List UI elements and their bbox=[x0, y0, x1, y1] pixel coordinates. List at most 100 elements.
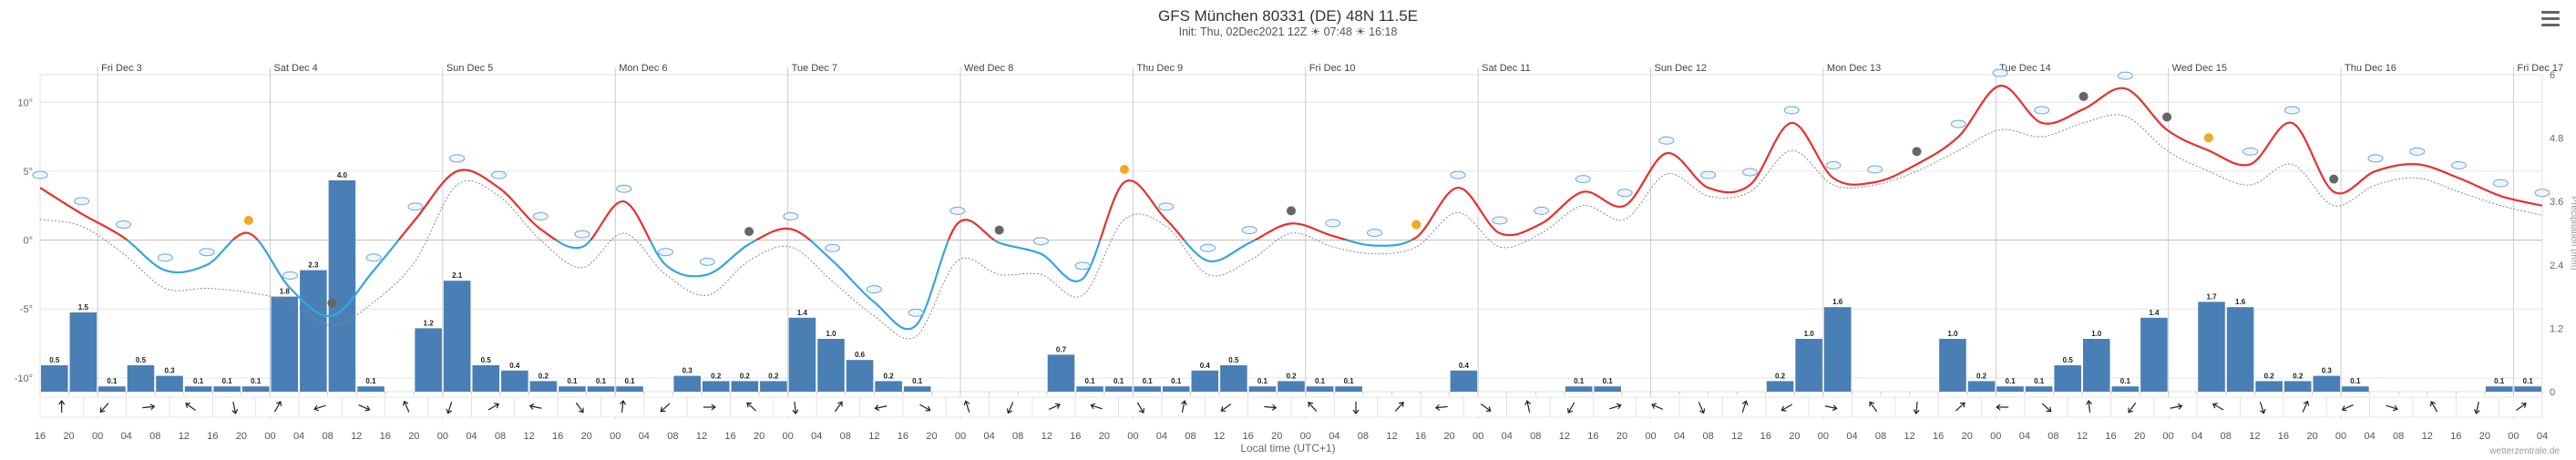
x-tick-label: 16 bbox=[35, 431, 46, 442]
x-tick-label: 12 bbox=[1559, 431, 1570, 442]
precip-bar bbox=[213, 386, 241, 392]
precip-bar bbox=[1191, 370, 1219, 392]
x-tick-label: 12 bbox=[696, 431, 707, 442]
precip-bar bbox=[69, 312, 97, 392]
precip-value-label: 1.4 bbox=[797, 309, 808, 317]
precip-value-label: 0.2 bbox=[768, 372, 779, 380]
precip-bar bbox=[1967, 381, 1996, 392]
cloud-icon bbox=[1867, 165, 1883, 174]
y2-tick-label: 6 bbox=[2550, 70, 2555, 81]
precip-value-label: 2.3 bbox=[308, 261, 319, 270]
precip-bar bbox=[529, 381, 558, 392]
cloud-icon bbox=[157, 253, 173, 262]
precip-value-label: 0.2 bbox=[1775, 372, 1786, 380]
precip-value-label: 0.1 bbox=[596, 377, 607, 385]
x-tick-label: 04 bbox=[1846, 431, 1857, 442]
precip-value-label: 0.1 bbox=[251, 377, 262, 385]
day-label: Tue Dec 7 bbox=[792, 63, 837, 74]
wind-arrow-icon bbox=[402, 400, 410, 413]
wind-arrow-icon bbox=[1394, 402, 1404, 412]
menu-icon[interactable] bbox=[2541, 11, 2560, 27]
x-tick-label: 16 bbox=[1415, 431, 1426, 442]
wind-arrow-icon bbox=[358, 404, 371, 412]
precip-value-label: 4.0 bbox=[337, 171, 348, 179]
wind-arrow-icon bbox=[2086, 400, 2092, 414]
x-tick-label: 20 bbox=[408, 431, 419, 442]
moon-icon bbox=[994, 225, 1004, 235]
x-tick-label: 20 bbox=[754, 431, 765, 442]
moon-icon bbox=[2162, 112, 2172, 122]
cloud-icon bbox=[2242, 147, 2259, 156]
cloud-icon bbox=[2409, 147, 2426, 156]
cloud-icon bbox=[1492, 216, 1508, 225]
wind-arrow-icon bbox=[1308, 402, 1318, 412]
x-tick-label: 16 bbox=[552, 431, 563, 442]
precip-bar bbox=[300, 270, 327, 392]
cloud-icon bbox=[616, 184, 632, 193]
wind-arrow-icon bbox=[620, 400, 626, 414]
precip-bar bbox=[1335, 386, 1362, 392]
wind-arrow-icon bbox=[1996, 404, 2009, 411]
x-tick-label: 04 bbox=[1329, 431, 1339, 442]
x-tick-label: 08 bbox=[323, 431, 334, 442]
wind-arrow-icon bbox=[1220, 403, 1232, 412]
x-tick-label: 08 bbox=[1012, 431, 1023, 442]
x-tick-label: 16 bbox=[724, 431, 735, 442]
precip-bar bbox=[587, 386, 615, 392]
precip-value-label: 1.4 bbox=[2149, 309, 2160, 317]
precip-bar bbox=[2198, 302, 2225, 392]
x-tick-label: 16 bbox=[898, 431, 908, 442]
x-tick-label: 00 bbox=[1473, 431, 1483, 442]
precip-bar bbox=[271, 296, 299, 392]
x-tick-label: 04 bbox=[983, 431, 994, 442]
init-time: Init: Thu, 02Dec2021 12Z bbox=[1178, 26, 1308, 38]
x-tick-label: 04 bbox=[2019, 431, 2030, 442]
precip-value-label: 0.5 bbox=[2063, 356, 2074, 364]
precip-value-label: 0.1 bbox=[1315, 377, 1326, 385]
cloud-icon bbox=[1825, 160, 1842, 169]
precip-value-label: 0.3 bbox=[2322, 367, 2333, 375]
cloud-icon bbox=[2367, 154, 2384, 163]
wind-arrow-icon bbox=[1567, 402, 1575, 414]
precip-value-label: 0.1 bbox=[193, 377, 204, 385]
precip-bar bbox=[673, 375, 701, 392]
precip-bar bbox=[1766, 381, 1794, 392]
cloud-icon bbox=[449, 154, 466, 163]
x-tick-label: 00 bbox=[1645, 431, 1656, 442]
x-tick-label: 04 bbox=[639, 431, 650, 442]
precip-value-label: 1.0 bbox=[826, 330, 836, 338]
precip-bar bbox=[1795, 339, 1822, 392]
wind-arrow-icon bbox=[2341, 404, 2354, 412]
x-tick-label: 12 bbox=[1386, 431, 1397, 442]
cloud-icon bbox=[2034, 106, 2050, 115]
x-tick-label: 04 bbox=[1674, 431, 1685, 442]
dewpoint-series-line bbox=[39, 114, 2543, 340]
x-tick-label: 20 bbox=[1962, 431, 1973, 442]
precip-value-label: 1.0 bbox=[2091, 330, 2102, 338]
precip-value-label: 1.6 bbox=[1832, 298, 1843, 306]
cloud-icon bbox=[2117, 71, 2133, 80]
wind-arrow-icon bbox=[1090, 403, 1103, 410]
precip-bar bbox=[846, 360, 874, 392]
cloud-icon bbox=[490, 170, 507, 179]
wind-arrow-icon bbox=[1698, 402, 1706, 414]
x-tick-label: 12 bbox=[868, 431, 879, 442]
x-tick-label: 16 bbox=[2450, 431, 2461, 442]
precip-value-label: 0.2 bbox=[884, 372, 895, 380]
precip-value-label: 0.1 bbox=[2494, 377, 2505, 385]
x-tick-label: 20 bbox=[2134, 431, 2145, 442]
x-tick-label: 08 bbox=[1530, 431, 1541, 442]
wind-arrow-icon bbox=[1048, 403, 1061, 410]
precip-bar bbox=[2025, 386, 2053, 392]
precip-bar bbox=[1594, 386, 1621, 392]
cloud-icon bbox=[2450, 160, 2467, 169]
precip-value-label: 0.3 bbox=[164, 367, 175, 375]
precip-bar bbox=[1939, 339, 1966, 392]
precip-value-label: 0.1 bbox=[2350, 377, 2361, 385]
precip-value-label: 0.1 bbox=[1114, 377, 1124, 385]
precip-value-label: 0.5 bbox=[1228, 356, 1239, 364]
x-tick-label: 04 bbox=[1502, 431, 1513, 442]
y2-tick-label: 4.8 bbox=[2550, 134, 2563, 145]
wind-arrow-icon bbox=[1913, 401, 1920, 414]
precip-value-label: 0.2 bbox=[1286, 372, 1297, 380]
